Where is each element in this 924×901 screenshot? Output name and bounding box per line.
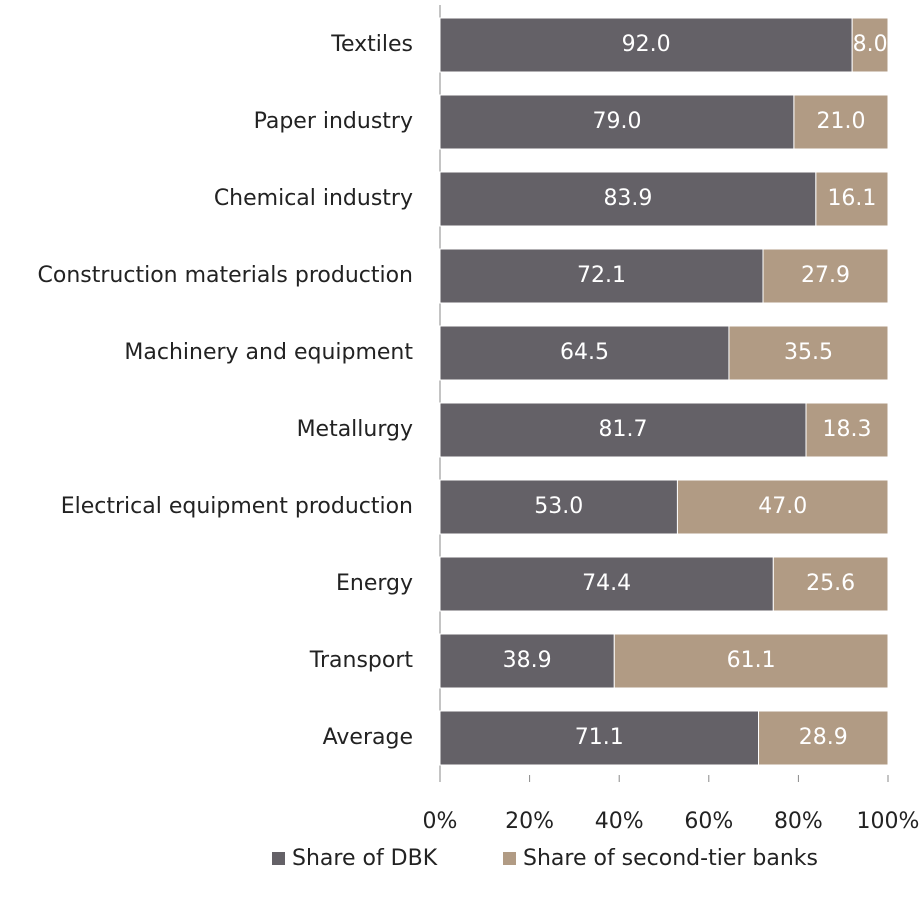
value-label: 53.0 — [534, 494, 583, 519]
legend-swatch — [272, 852, 285, 865]
category-label: Electrical equipment production — [61, 494, 413, 519]
value-label: 79.0 — [592, 109, 641, 134]
value-label: 72.1 — [577, 263, 626, 288]
value-label: 74.4 — [582, 571, 631, 596]
bar-segment — [439, 710, 760, 766]
x-tick-label: 80% — [774, 809, 823, 834]
category-label: Construction materials production — [38, 263, 413, 288]
category-label: Transport — [309, 648, 414, 673]
value-label: 27.9 — [801, 263, 850, 288]
value-label: 64.5 — [560, 340, 609, 365]
x-tick-label: 0% — [423, 809, 458, 834]
x-tick-label: 60% — [684, 809, 733, 834]
value-label: 38.9 — [503, 648, 552, 673]
bar-segment — [439, 171, 817, 227]
legend-swatch — [503, 852, 516, 865]
value-label: 28.9 — [799, 725, 848, 750]
bar-segment — [439, 94, 795, 150]
value-label: 47.0 — [758, 494, 807, 519]
bar-segment — [439, 556, 774, 612]
legend-label: Share of DBK — [292, 846, 438, 871]
bar-segment — [762, 248, 889, 304]
bar-segment — [805, 402, 889, 458]
bar-segment — [793, 94, 889, 150]
category-label: Textiles — [330, 32, 413, 57]
category-label: Metallurgy — [297, 417, 413, 442]
bar-segment — [728, 325, 889, 381]
value-label: 35.5 — [784, 340, 833, 365]
x-tick-label: 20% — [505, 809, 554, 834]
x-tick-label: 40% — [595, 809, 644, 834]
bar-segment — [439, 325, 730, 381]
value-label: 61.1 — [727, 648, 776, 673]
category-label: Paper industry — [254, 109, 413, 134]
value-label: 81.7 — [599, 417, 648, 442]
legend-label: Share of second-tier banks — [523, 846, 818, 871]
category-label: Chemical industry — [214, 186, 413, 211]
value-label: 83.9 — [603, 186, 652, 211]
bar-segment — [439, 479, 678, 535]
value-label: 8.0 — [853, 32, 888, 57]
bar-segment — [613, 633, 889, 689]
x-tick-label: 100% — [857, 809, 920, 834]
bar-segment — [439, 17, 853, 73]
bar-segment — [439, 402, 807, 458]
category-label: Machinery and equipment — [124, 340, 413, 365]
value-label: 16.1 — [827, 186, 876, 211]
bar-segment — [851, 17, 889, 73]
bar-segment — [439, 633, 615, 689]
category-label: Average — [323, 725, 413, 750]
value-label: 21.0 — [816, 109, 865, 134]
value-label: 25.6 — [806, 571, 855, 596]
value-label: 92.0 — [622, 32, 671, 57]
value-label: 18.3 — [823, 417, 872, 442]
value-label: 71.1 — [575, 725, 624, 750]
bar-segment — [772, 556, 889, 612]
bar-segment — [676, 479, 889, 535]
bar-segment — [815, 171, 889, 227]
bar-segment — [758, 710, 889, 766]
category-label: Energy — [336, 571, 413, 596]
